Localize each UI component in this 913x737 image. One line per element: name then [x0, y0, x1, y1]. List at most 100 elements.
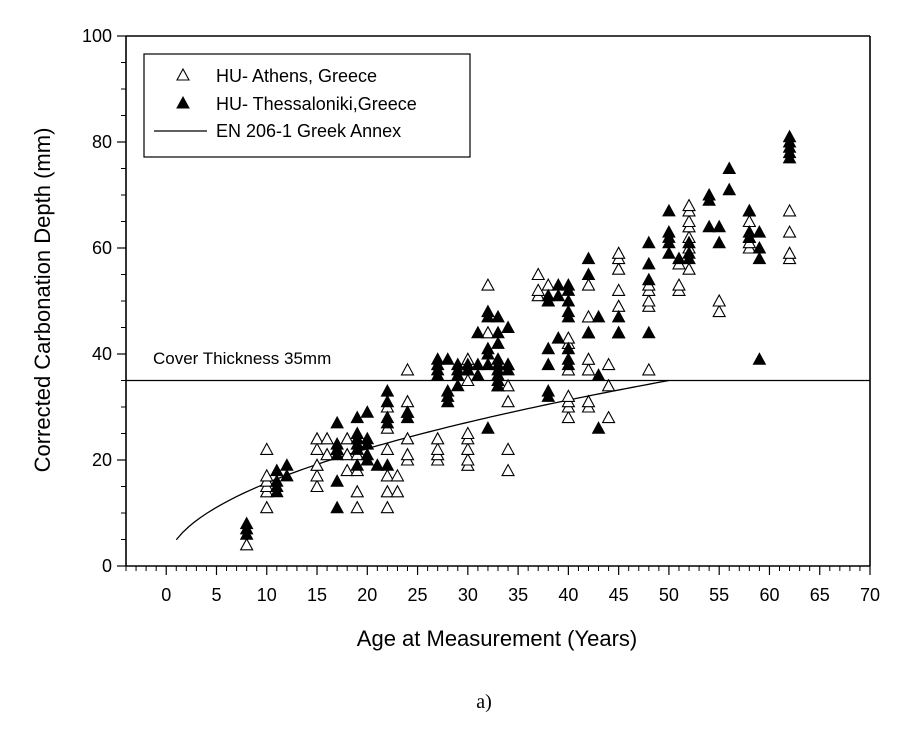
athens-point	[390, 468, 405, 482]
thessaloniki-point	[330, 415, 344, 429]
thessaloniki-point	[561, 293, 576, 307]
thessaloniki-point	[641, 235, 656, 249]
thessaloniki-point	[702, 219, 716, 233]
legend-label-athens: HU- Athens, Greece	[216, 66, 377, 86]
thessaloniki-point	[450, 378, 465, 392]
thessaloniki-point	[481, 357, 495, 371]
athens-point	[601, 378, 616, 392]
curve-layer	[126, 379, 870, 541]
x-tick-label: 20	[357, 585, 377, 605]
thessaloniki-point	[641, 256, 656, 270]
thessaloniki-point	[742, 203, 757, 217]
thessaloniki-point	[702, 187, 716, 201]
athens-point	[481, 325, 495, 339]
thessaloniki-point	[380, 458, 395, 471]
thessaloniki-point	[350, 410, 365, 424]
thessaloniki-point	[440, 352, 455, 365]
thessaloniki-point	[712, 235, 727, 249]
athens-point	[350, 500, 365, 514]
athens-point	[581, 394, 596, 408]
athens-point	[259, 500, 274, 514]
athens-point	[531, 283, 546, 296]
thessaloniki-point	[672, 251, 686, 265]
athens-point	[682, 214, 696, 228]
athens-point	[310, 479, 324, 493]
thessaloniki-point	[541, 341, 556, 355]
cover-thickness-annotation: Cover Thickness 35mm	[153, 349, 331, 368]
thessaloniki-point	[611, 309, 626, 323]
y-tick-label: 100	[82, 26, 112, 46]
thessaloniki-point	[541, 288, 556, 302]
thessaloniki-point	[471, 368, 485, 381]
thessaloniki-point	[722, 182, 737, 196]
thessaloniki-point	[471, 357, 485, 371]
x-tick-label: 60	[759, 585, 779, 605]
athens-point	[541, 277, 556, 291]
athens-point	[501, 442, 515, 455]
thessaloniki-point	[330, 500, 344, 514]
athens-point	[460, 426, 475, 440]
legend-filled-triangle-icon	[176, 95, 190, 109]
thessaloniki-point	[611, 325, 626, 339]
thessaloniki-point	[682, 235, 696, 249]
y-axis-title: Corrected Carbonation Depth (mm)	[30, 128, 55, 473]
thessaloniki-point	[551, 288, 566, 302]
thessaloniki-point	[752, 240, 767, 254]
thessaloniki-point	[380, 394, 395, 408]
athens-point	[611, 262, 626, 275]
athens-point	[581, 309, 596, 323]
athens-point	[460, 442, 475, 455]
thessaloniki-point	[330, 437, 344, 450]
athens-point	[561, 410, 576, 424]
x-tick-label: 30	[458, 585, 478, 605]
athens-point	[460, 452, 475, 466]
thessaloniki-point	[481, 421, 495, 434]
athens-point	[682, 198, 696, 212]
x-tick-label: 10	[257, 585, 277, 605]
athens-point	[501, 378, 515, 392]
athens-point	[581, 277, 596, 291]
athens-point	[430, 442, 445, 455]
x-tick-label: 25	[408, 585, 428, 605]
x-tick-label: 70	[860, 585, 880, 605]
legend-label-thessaloniki: HU- Thessaloniki,Greece	[216, 94, 417, 114]
thessaloniki-point	[752, 225, 767, 238]
legend: HU- Athens, Greece HU- Thessaloniki,Gree…	[143, 53, 471, 158]
thessaloniki-point	[430, 352, 445, 365]
athens-point	[259, 442, 274, 455]
thessaloniki-point	[581, 251, 596, 265]
thessaloniki-point	[682, 246, 696, 259]
athens-point	[320, 431, 335, 445]
athens-point	[501, 463, 515, 477]
athens-point	[611, 283, 626, 296]
athens-point	[400, 447, 415, 461]
thessaloniki-point	[360, 447, 375, 461]
thessaloniki-point	[782, 129, 797, 143]
thessaloniki-point	[561, 352, 576, 365]
figure-caption: a)	[476, 691, 492, 713]
thessaloniki-point	[360, 431, 375, 445]
athens-point	[641, 362, 656, 376]
athens-point	[310, 458, 324, 471]
athens-point	[682, 262, 696, 275]
thessaloniki-point	[752, 352, 767, 365]
x-tick-label: 15	[307, 585, 327, 605]
thessaloniki-point	[450, 357, 465, 371]
thessaloniki-point	[269, 463, 284, 477]
x-tick-label: 5	[211, 585, 221, 605]
thessaloniki-point	[742, 225, 757, 238]
thessaloniki-point	[471, 325, 485, 339]
thessaloniki-point	[752, 251, 767, 265]
thessaloniki-point	[491, 309, 505, 323]
thessaloniki-point	[581, 267, 596, 280]
legend-open-triangle-icon	[176, 67, 190, 81]
athens-point	[430, 431, 445, 445]
athens-point	[310, 431, 324, 445]
thessaloniki-point	[591, 368, 606, 381]
athens-point	[561, 330, 576, 344]
athens-point	[380, 468, 395, 482]
axes-layer: 0 5 10 15 20 25 30 35 40 45 50 55 60 65 70 0 20 40 60 80 100	[82, 26, 880, 605]
athens-point	[501, 394, 515, 408]
thessaloniki-point	[662, 203, 676, 217]
